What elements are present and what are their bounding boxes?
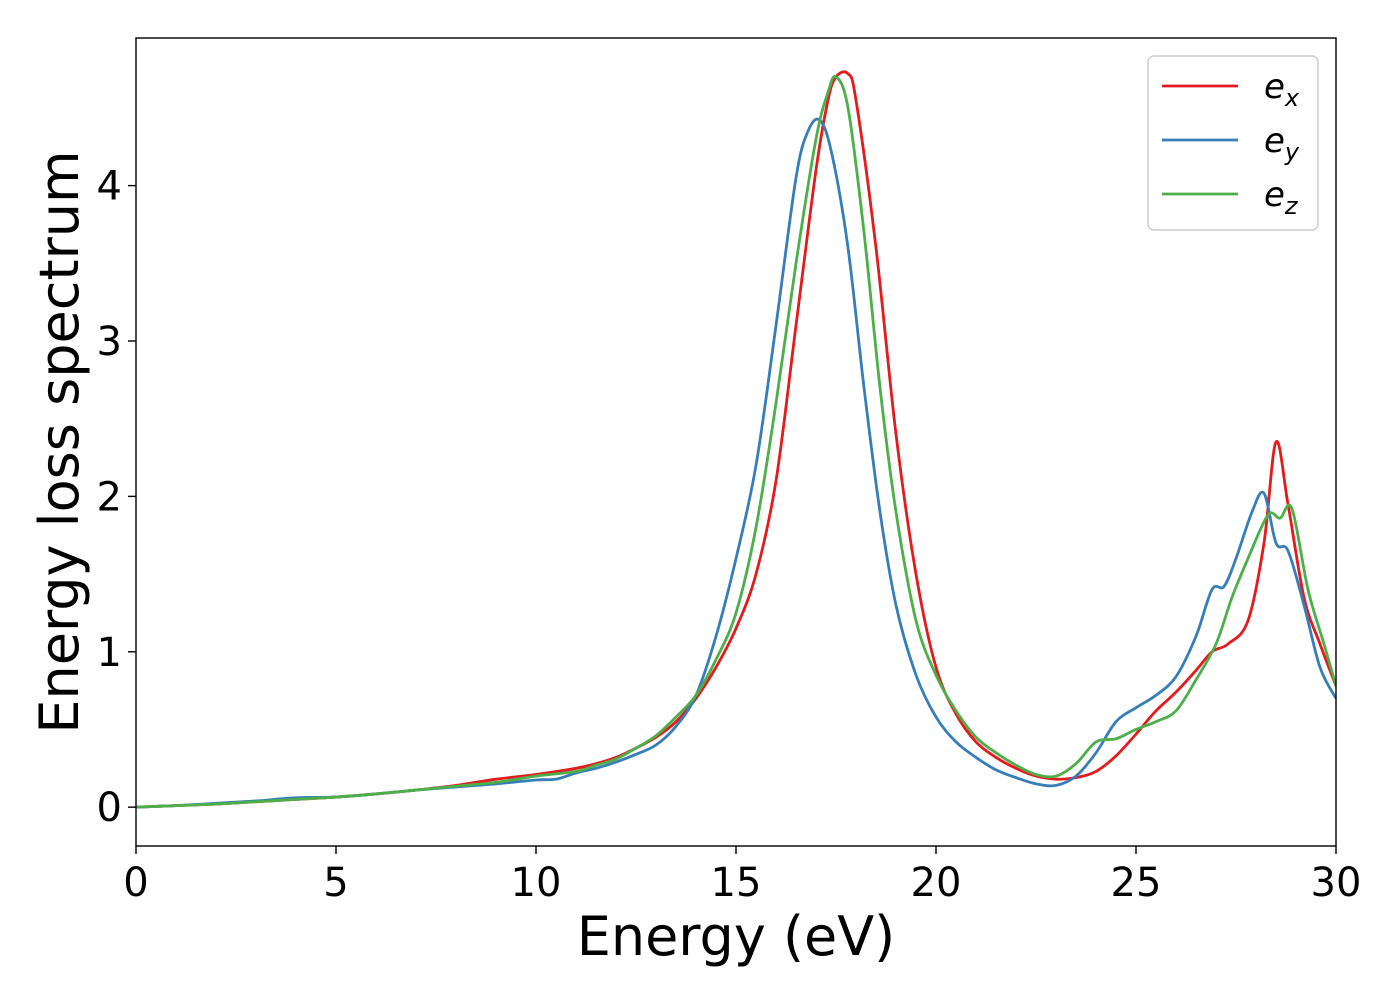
series-layer [136, 70, 1336, 809]
legend-box [1147, 55, 1319, 231]
x-tick-label: 30 [1311, 860, 1362, 906]
x-tick-label: 20 [911, 860, 962, 906]
y-tick-label: 2 [97, 474, 122, 520]
plot-area [136, 38, 1336, 846]
y-tick-label: 4 [97, 164, 122, 210]
x-tick-label: 10 [511, 860, 562, 906]
y-tick-label: 0 [97, 785, 122, 831]
series-line-ez [136, 74, 1336, 809]
x-axis: 0 5 10 15 20 25 30 [123, 846, 1361, 906]
y-tick-label: 3 [97, 319, 122, 365]
y-axis-label: Energy loss spectrum [28, 150, 91, 733]
x-tick-label: 5 [323, 860, 348, 906]
series-line-ey [136, 117, 1336, 809]
x-tick-label: 25 [1111, 860, 1162, 906]
y-tick-label: 1 [97, 630, 122, 676]
y-axis: 0 1 2 3 4 [97, 164, 136, 831]
x-tick-label: 0 [123, 860, 148, 906]
x-axis-label: Energy (eV) [577, 905, 896, 968]
x-tick-label: 15 [711, 860, 762, 906]
series-line-ex [136, 70, 1336, 809]
